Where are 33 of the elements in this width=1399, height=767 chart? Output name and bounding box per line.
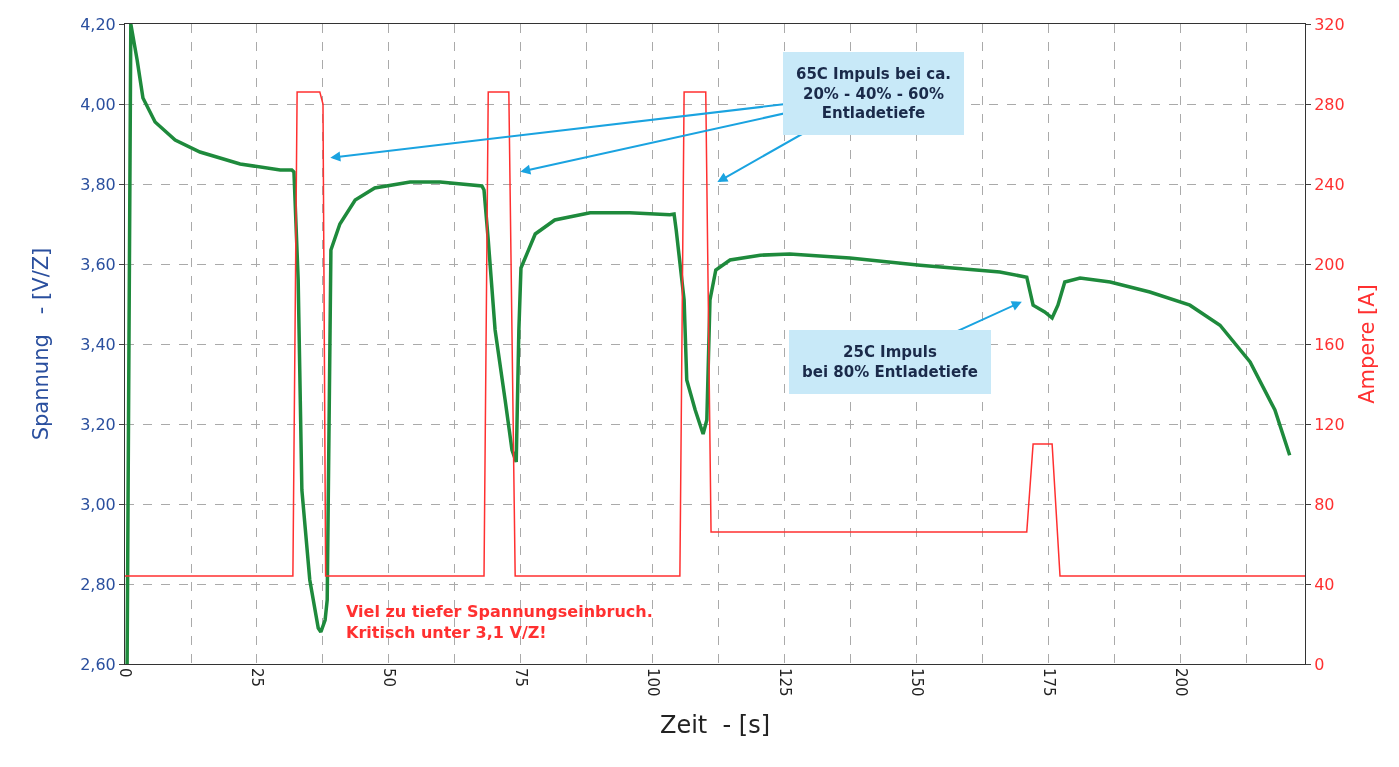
y2-tick-label: 240	[1314, 174, 1345, 194]
y2-tick-label: 0	[1314, 654, 1325, 674]
y-axis-title: Spannung - [V/Z]	[29, 247, 54, 441]
y-tick-label: 4,20	[80, 14, 116, 34]
y2-tick-label: 200	[1314, 254, 1345, 274]
x-tick-label: 0	[116, 668, 135, 678]
y2-tick-label: 280	[1314, 94, 1345, 114]
x-axis-title: Zeit - [s]	[659, 710, 771, 739]
y-tick-label: 3,20	[80, 414, 116, 434]
y2-tick-label: 80	[1314, 494, 1335, 514]
x-tick-label: 50	[380, 668, 399, 688]
annotation: 25C Impuls bei 80% Entladetiefe	[802, 343, 978, 381]
y-tick-label: 3,60	[80, 254, 116, 274]
y2-tick-label: 40	[1314, 574, 1335, 594]
x-tick-label: 200	[1172, 668, 1191, 697]
x-tick-label: 25	[248, 668, 267, 688]
y-tick-label: 2,80	[80, 574, 116, 594]
y-tick-label: 4,00	[80, 94, 116, 114]
x-tick-label: 100	[644, 668, 663, 697]
y2-tick-label: 160	[1314, 334, 1345, 354]
x-tick-label: 125	[776, 668, 795, 697]
annotation: Viel zu tiefer Spannungseinbruch. Kritisch unter 3,1 V/Z!	[346, 602, 653, 642]
y2-tick-label: 320	[1314, 14, 1345, 34]
y-tick-label: 3,40	[80, 334, 116, 354]
y2-axis-title: Ampere [A]	[1354, 284, 1379, 404]
y-tick-label: 3,80	[80, 174, 116, 194]
annotation: 65C Impuls bei ca. 20% - 40% - 60% Entladetiefe	[796, 65, 952, 122]
y2-tick-label: 120	[1314, 414, 1345, 434]
y-tick-label: 3,00	[80, 494, 116, 514]
x-tick-label: 150	[908, 668, 927, 697]
y-tick-label: 2,60	[80, 654, 116, 674]
x-tick-label: 75	[512, 668, 531, 688]
x-tick-label: 175	[1040, 668, 1059, 697]
